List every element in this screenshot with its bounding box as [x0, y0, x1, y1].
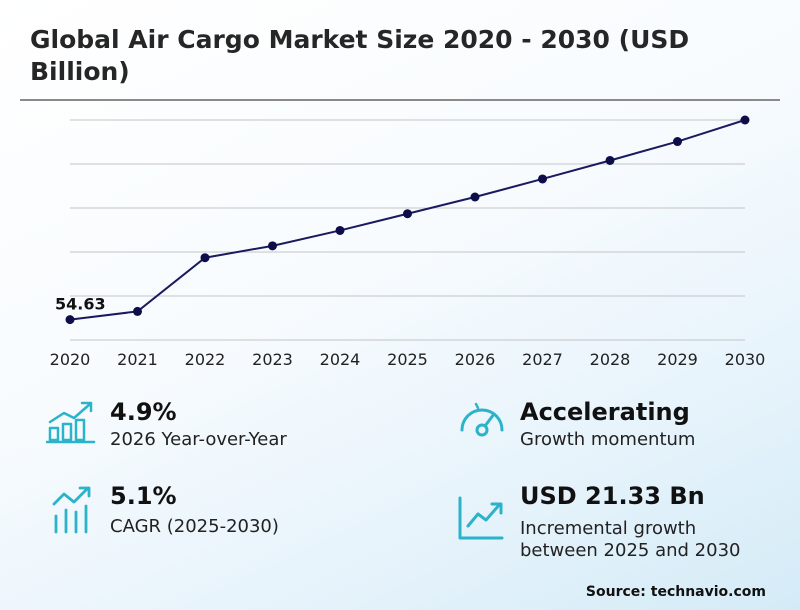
chart-title: Global Air Cargo Market Size 2020 - 2030… [30, 25, 690, 86]
bar-growth-icon [46, 401, 96, 444]
x-tick-label: 2028 [590, 350, 631, 369]
x-tick-label: 2020 [50, 350, 91, 369]
stat-cagr: 5.1% CAGR (2025-2030) [46, 482, 386, 542]
x-tick-label: 2024 [320, 350, 361, 369]
x-tick-label: 2030 [725, 350, 766, 369]
stat-momentum-label: Growth momentum [520, 429, 696, 450]
title-divider [20, 99, 780, 101]
stat-cagr-value: 5.1% [110, 482, 177, 510]
x-tick-label: 2029 [657, 350, 698, 369]
stat-incremental-label-2: between 2025 and 2030 [520, 540, 741, 561]
data-labels: 54.63 [55, 295, 106, 314]
stat-cagr-label: CAGR (2025-2030) [110, 516, 279, 537]
x-tick-label: 2021 [117, 350, 158, 369]
x-tick-label: 2022 [185, 350, 226, 369]
trend-bars-icon [52, 486, 91, 534]
data-label: 54.63 [55, 295, 106, 314]
stat-momentum-value: Accelerating [520, 398, 690, 426]
data-point [268, 241, 277, 251]
stat-yoy-label: 2026 Year-over-Year [110, 429, 287, 450]
series-line [69, 119, 746, 321]
trend-chart-icon [458, 496, 504, 540]
stat-yoy-value: 4.9% [110, 398, 177, 426]
data-point [335, 225, 345, 235]
data-point [470, 192, 480, 202]
x-tick-label: 2027 [522, 350, 563, 369]
data-point [605, 155, 615, 165]
data-point [740, 115, 750, 125]
data-points [65, 115, 750, 325]
data-point [673, 137, 682, 147]
stat-momentum: Accelerating Growth momentum [456, 398, 786, 458]
data-point [133, 306, 142, 316]
x-tick-label: 2023 [252, 350, 293, 369]
stat-yoy: 4.9% 2026 Year-over-Year [46, 398, 386, 458]
data-point [200, 253, 210, 263]
data-point [65, 315, 75, 325]
x-tick-label: 2025 [387, 350, 428, 369]
source-credit: Source: technavio.com [585, 584, 766, 600]
x-tick-label: 2026 [455, 350, 496, 369]
line-chart: 2020 2021 2022 2023 2024 2025 2026 2027 2028 2029… [50, 115, 766, 369]
data-point [538, 174, 547, 184]
data-point [403, 209, 412, 219]
gauge-icon [460, 402, 504, 437]
stat-incremental: USD 21.33 Bn Incremental growth between … [456, 482, 786, 562]
stat-incremental-value: USD 21.33 Bn [520, 482, 705, 510]
x-axis-labels: 2020 2021 2022 2023 2024 2025 2026 2027 2028 2029… [50, 350, 766, 369]
stat-incremental-label-1: Incremental growth [520, 518, 697, 539]
grid-lines [70, 119, 745, 341]
